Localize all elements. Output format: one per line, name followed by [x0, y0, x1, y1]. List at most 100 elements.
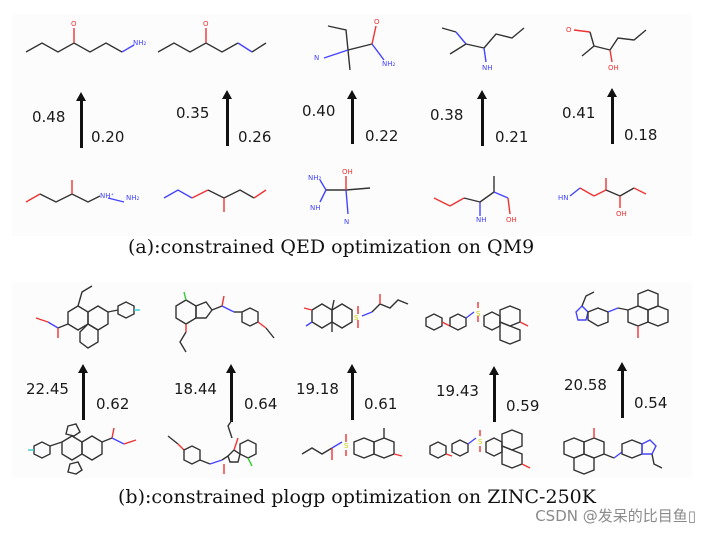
molecule-structure-icon: S — [425, 302, 529, 345]
pair-a-5: O OH 0.41 0.18 HN OH — [556, 14, 692, 236]
svg-text:S: S — [354, 314, 359, 322]
svg-text:OH: OH — [616, 210, 627, 218]
source-score: 0.20 — [91, 128, 125, 146]
source-score: 0.62 — [96, 395, 130, 413]
molecule-source: S — [284, 420, 420, 478]
molecule-structure-icon — [163, 189, 267, 212]
watermark: CSDN @发呆的比目鱼▯ — [535, 507, 696, 525]
molecule-structure-icon: O OH — [566, 26, 647, 72]
pair-b-3: S 19.18 0.61 S — [284, 282, 420, 478]
optimized-score: 19.43 — [436, 382, 479, 400]
optimized-score: 0.35 — [176, 104, 210, 122]
svg-text:NH₂: NH₂ — [382, 60, 396, 68]
pair-b-4: S 19.43 0.59 S — [420, 282, 556, 478]
arrow-up-icon — [76, 92, 86, 148]
molecule-structure-icon — [563, 428, 663, 475]
molecule-structure-icon: O NH₂ — [25, 20, 147, 53]
source-score: 0.61 — [364, 395, 398, 413]
svg-text:NH₂: NH₂ — [126, 194, 140, 202]
molecule-structure-icon: HN OH — [558, 178, 647, 218]
arrow-up-icon — [489, 366, 499, 422]
molecule-structure-icon: NH OH — [433, 176, 517, 224]
panel-a-qed: O NH₂ 0.48 0.20 NH⁺ NH₂ O 0 — [12, 14, 692, 236]
molecule-structure-icon — [35, 285, 140, 349]
molecule-structure-icon: O — [157, 20, 267, 53]
molecule-structure-icon — [28, 423, 137, 475]
pair-a-1: O NH₂ 0.48 0.20 NH⁺ NH₂ — [12, 14, 148, 236]
svg-text:N: N — [344, 218, 349, 226]
molecule-structure-icon: S — [429, 429, 531, 469]
arrow-up-icon — [78, 364, 88, 420]
pair-a-4: NH 0.38 0.21 NH OH — [420, 14, 556, 236]
caption-panel-a: (a):constrained QED optimization on QM9 — [128, 236, 535, 258]
arrow-up-icon — [226, 364, 236, 422]
svg-text:N: N — [314, 54, 319, 62]
optimized-score: 0.38 — [430, 106, 464, 124]
svg-text:NH₂: NH₂ — [133, 39, 147, 47]
arrow-up-icon — [617, 362, 627, 418]
molecule-source — [556, 420, 692, 478]
pair-b-5: 20.58 0.54 — [556, 282, 692, 478]
molecule-optimized: S — [284, 282, 420, 356]
molecule-optimized — [12, 282, 148, 356]
molecule-optimized — [148, 282, 284, 356]
source-score: 0.18 — [624, 126, 658, 144]
molecule-source: NH OH — [420, 162, 556, 224]
optimized-score: 22.45 — [26, 380, 69, 398]
optimized-score: 19.18 — [296, 380, 339, 398]
molecule-source: S — [420, 420, 556, 478]
caption-panel-b: (b):constrained plogp optimization on ZI… — [118, 486, 596, 508]
svg-text:S: S — [344, 442, 349, 450]
svg-text:O: O — [566, 26, 572, 34]
svg-text:OH: OH — [342, 168, 353, 176]
optimized-score: 18.44 — [174, 380, 217, 398]
svg-text:HN: HN — [558, 194, 569, 202]
source-score: 0.26 — [238, 128, 272, 146]
source-score: 0.59 — [506, 397, 540, 415]
panel-b-plogp: 22.45 0.62 — [12, 282, 692, 478]
pair-b-2: 18.44 0.64 — [148, 282, 284, 478]
optimized-score: 0.48 — [32, 108, 66, 126]
molecule-optimized: S — [420, 282, 556, 356]
molecule-structure-icon: OH N NH₂ NH — [308, 168, 371, 226]
arrow-up-icon — [222, 90, 232, 146]
source-score: 0.64 — [244, 395, 278, 413]
molecule-source: OH N NH₂ NH — [284, 162, 420, 228]
svg-text:NH: NH — [482, 64, 493, 72]
molecule-structure-icon: NH⁺ NH₂ — [25, 180, 140, 203]
svg-text:OH: OH — [608, 64, 619, 72]
arrow-up-icon — [607, 88, 617, 144]
molecule-optimized: N O NH₂ — [284, 14, 420, 74]
molecule-optimized: O NH₂ — [12, 14, 148, 74]
molecule-structure-icon — [167, 420, 257, 474]
svg-text:O: O — [71, 20, 77, 28]
molecule-structure-icon — [575, 289, 669, 338]
optimized-score: 0.40 — [302, 102, 336, 120]
optimized-score: 0.41 — [562, 104, 596, 122]
pair-b-1: 22.45 0.62 — [12, 282, 148, 478]
molecule-source: HN OH — [556, 162, 692, 224]
svg-text:O: O — [374, 18, 380, 26]
molecule-structure-icon: N O NH₂ — [314, 18, 396, 71]
molecule-optimized: O OH — [556, 14, 692, 74]
source-score: 0.21 — [495, 128, 529, 146]
arrow-up-icon — [347, 364, 357, 420]
molecule-structure-icon — [175, 291, 275, 353]
svg-text:S: S — [478, 438, 483, 446]
arrow-up-icon — [347, 90, 357, 144]
svg-text:O: O — [203, 20, 209, 28]
pair-a-2: O 0.35 0.26 — [148, 14, 284, 236]
molecule-structure-icon: S — [301, 428, 403, 460]
source-score: 0.22 — [365, 127, 399, 145]
molecule-source: NH⁺ NH₂ — [12, 162, 148, 224]
molecule-optimized — [556, 282, 692, 356]
svg-text:NH⁺: NH⁺ — [100, 192, 115, 200]
source-score: 0.54 — [634, 394, 668, 412]
molecule-source — [12, 420, 148, 478]
arrow-up-icon — [477, 90, 487, 146]
svg-text:OH: OH — [506, 216, 517, 224]
molecule-optimized: NH — [420, 14, 556, 74]
molecule-source — [148, 162, 284, 224]
molecule-structure-icon: NH — [441, 27, 525, 72]
pair-a-3: N O NH₂ 0.40 0.22 OH N NH₂ NH — [284, 14, 420, 236]
